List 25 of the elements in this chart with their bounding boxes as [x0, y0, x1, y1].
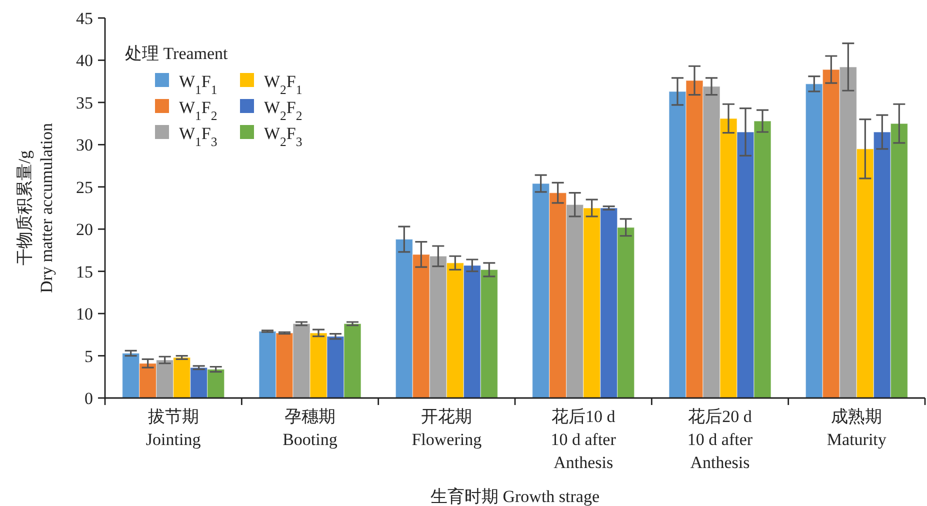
y-tick-label: 20	[76, 220, 93, 240]
x-tick-label: 拔节期 Jointing	[146, 407, 202, 449]
legend-label: W$_{2}$F$_{1}$	[264, 72, 302, 97]
x-tick-label: 成熟期 Maturity	[826, 407, 887, 449]
legend-label: W$_{2}$F$_{3}$	[264, 124, 302, 149]
y-axis-title: 干物质积累量/g Dry matter accumulation	[15, 122, 56, 293]
x-axis-title: 生育时期 Growth strage	[430, 487, 600, 506]
y-tick-label: 25	[76, 178, 93, 197]
y-tick-label: 10	[76, 304, 93, 324]
y-tick-label: 0	[84, 389, 93, 408]
y-tick-label: 35	[76, 93, 93, 112]
y-tick-label: 15	[76, 262, 93, 282]
y-tick-label: 5	[84, 346, 93, 366]
legend-label: W$_{1}$F$_{2}$	[179, 98, 218, 123]
legend-title: 处理 Treament	[125, 44, 228, 63]
x-tick-label: 花后10 d 10 d after Anthesis	[550, 407, 616, 472]
y-tick-label: 30	[76, 136, 93, 155]
x-tick-label: 开花期 Flowering	[412, 407, 482, 449]
x-tick-label: 花后20 d 10 d after Anthesis	[687, 407, 753, 472]
legend-label: W$_{1}$F$_{3}$	[179, 124, 218, 149]
y-tick-label: 45	[76, 9, 93, 28]
x-tick-label: 孕穗期 Booting	[282, 407, 338, 449]
legend-label: W$_{1}$F$_{1}$	[179, 72, 218, 97]
legend-label: W$_{2}$F$_{2}$	[264, 98, 302, 123]
y-tick-label: 40	[76, 51, 93, 70]
